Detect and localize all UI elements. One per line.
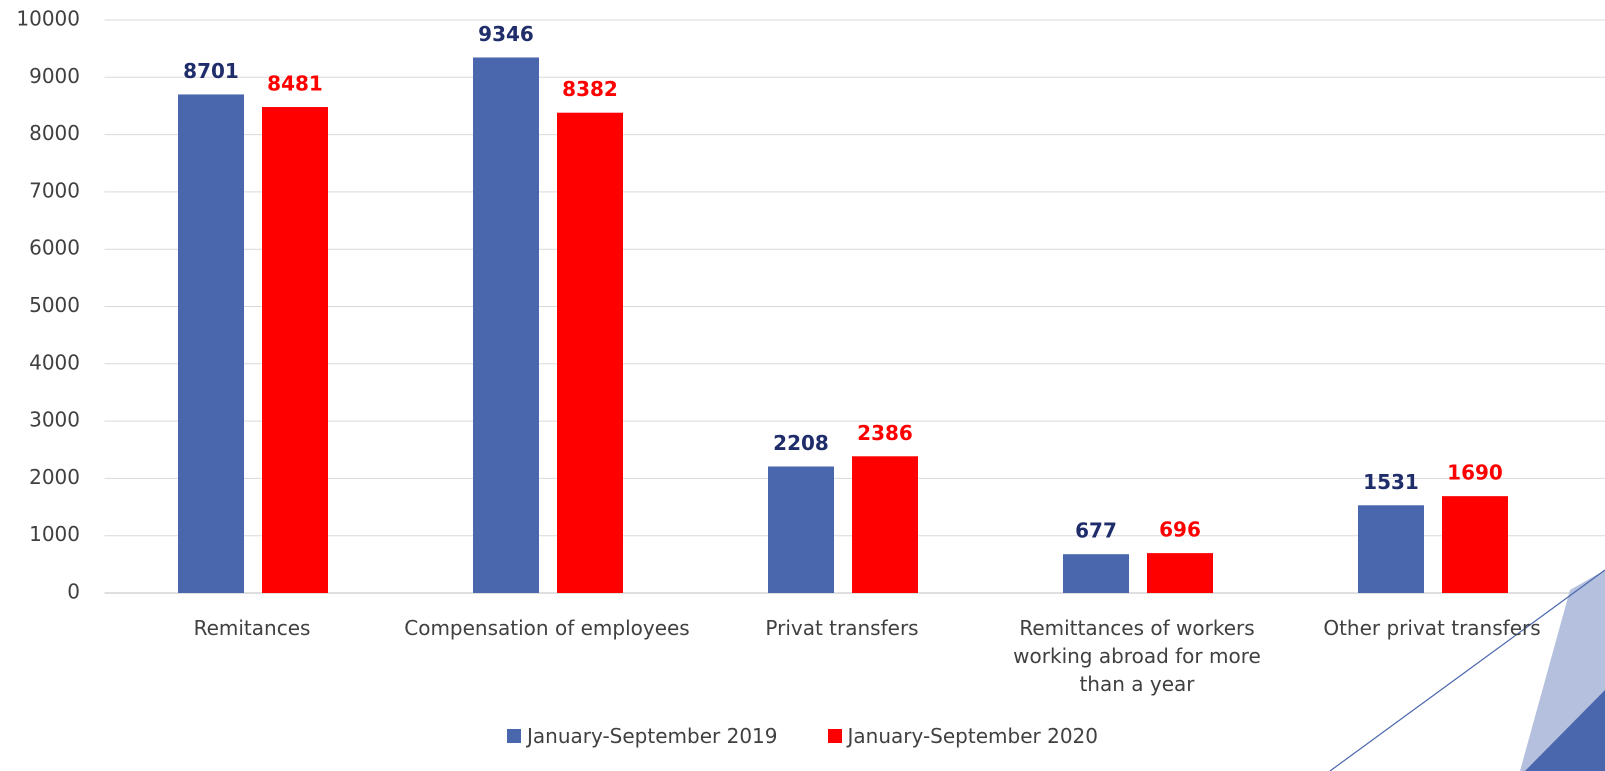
legend: January-September 2019 January-September … <box>0 724 1605 748</box>
bar <box>768 466 834 593</box>
y-tick-label: 6000 <box>29 236 80 260</box>
data-label: 1531 <box>1363 470 1419 494</box>
legend-swatch <box>827 729 842 743</box>
data-label: 8701 <box>183 59 239 83</box>
data-label: 696 <box>1159 518 1201 542</box>
data-label: 8382 <box>562 77 618 101</box>
bar <box>1358 505 1424 593</box>
bar <box>262 107 328 593</box>
x-tick-label: Other privat transfers <box>1323 616 1541 640</box>
data-label: 677 <box>1075 519 1117 543</box>
y-tick-label: 7000 <box>29 178 80 202</box>
y-tick-label: 5000 <box>29 293 80 317</box>
decoration <box>1525 690 1605 771</box>
data-label: 1690 <box>1447 461 1503 485</box>
data-label: 9346 <box>478 22 534 46</box>
y-tick-label: 8000 <box>29 121 80 145</box>
bar <box>473 57 539 594</box>
legend-label: January-September 2019 <box>527 724 778 748</box>
decoration <box>1329 569 1605 771</box>
x-tick-label: Compensation of employees <box>404 616 690 640</box>
data-label: 8481 <box>267 72 323 96</box>
x-tick-label: Remitances <box>193 616 311 640</box>
data-label: 2386 <box>857 421 913 445</box>
data-label: 2208 <box>773 431 829 455</box>
bar <box>178 94 244 593</box>
legend-swatch <box>507 729 521 743</box>
legend-item: January-September 2019 <box>507 724 778 748</box>
y-tick-label: 4000 <box>29 350 80 374</box>
y-tick-label: 3000 <box>29 408 80 432</box>
y-tick-label: 2000 <box>29 465 80 489</box>
y-tick-label: 1000 <box>29 522 80 546</box>
bar <box>1442 496 1508 593</box>
bar <box>557 112 623 594</box>
x-tick-label: Privat transfers <box>765 616 919 640</box>
legend-item: January-September 2020 <box>827 724 1099 748</box>
legend-label: January-September 2020 <box>847 724 1099 748</box>
x-tick-label: Remittances of workers working abroad fo… <box>1013 616 1261 696</box>
y-tick-label: 10000 <box>16 7 80 31</box>
bar <box>1147 553 1213 593</box>
y-tick-label: 0 <box>67 580 80 604</box>
bar <box>852 456 918 593</box>
y-tick-label: 9000 <box>29 64 80 88</box>
bar <box>1063 554 1129 593</box>
